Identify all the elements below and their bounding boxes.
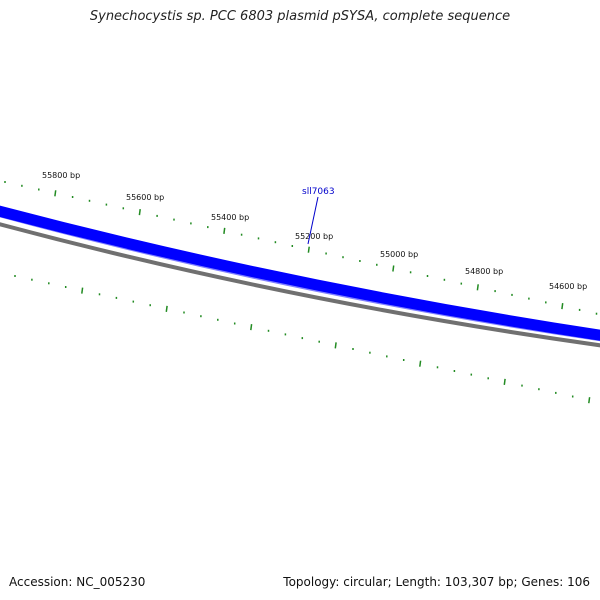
ruler-label: 55200 bp [295,232,333,241]
accession-text: Accession: NC_005230 [9,575,146,589]
major-tick [476,284,479,291]
gene-feature-band[interactable] [0,205,600,341]
major-tick [503,378,506,385]
major-tick [307,246,310,253]
major-tick [419,360,422,367]
major-tick [54,190,57,197]
major-tick [250,324,253,331]
inner-tick-ruler [14,275,591,404]
genome-backbone [0,222,600,348]
ruler-label: 54800 bp [465,267,503,276]
major-tick [81,287,84,294]
ruler-label: 55600 bp [126,193,164,202]
major-tick [588,397,591,404]
major-tick [138,209,141,216]
major-tick [334,342,337,349]
ruler-label: 55000 bp [380,250,418,259]
gene-label-leader [307,196,319,245]
major-tick [223,227,226,234]
ruler-label: 55400 bp [211,213,249,222]
outer-tick-ruler [4,181,598,315]
genome-summary-text: Topology: circular; Length: 103,307 bp; … [283,575,590,589]
ruler-label: 55800 bp [42,171,80,180]
major-tick [392,265,395,272]
map-title: Synechocystis sp. PCC 6803 plasmid pSYSA… [89,9,511,24]
major-tick [561,303,564,310]
gene-label-sll7063[interactable]: sll7063 [302,187,335,197]
ruler-label: 54600 bp [549,282,587,291]
major-tick [165,305,168,312]
